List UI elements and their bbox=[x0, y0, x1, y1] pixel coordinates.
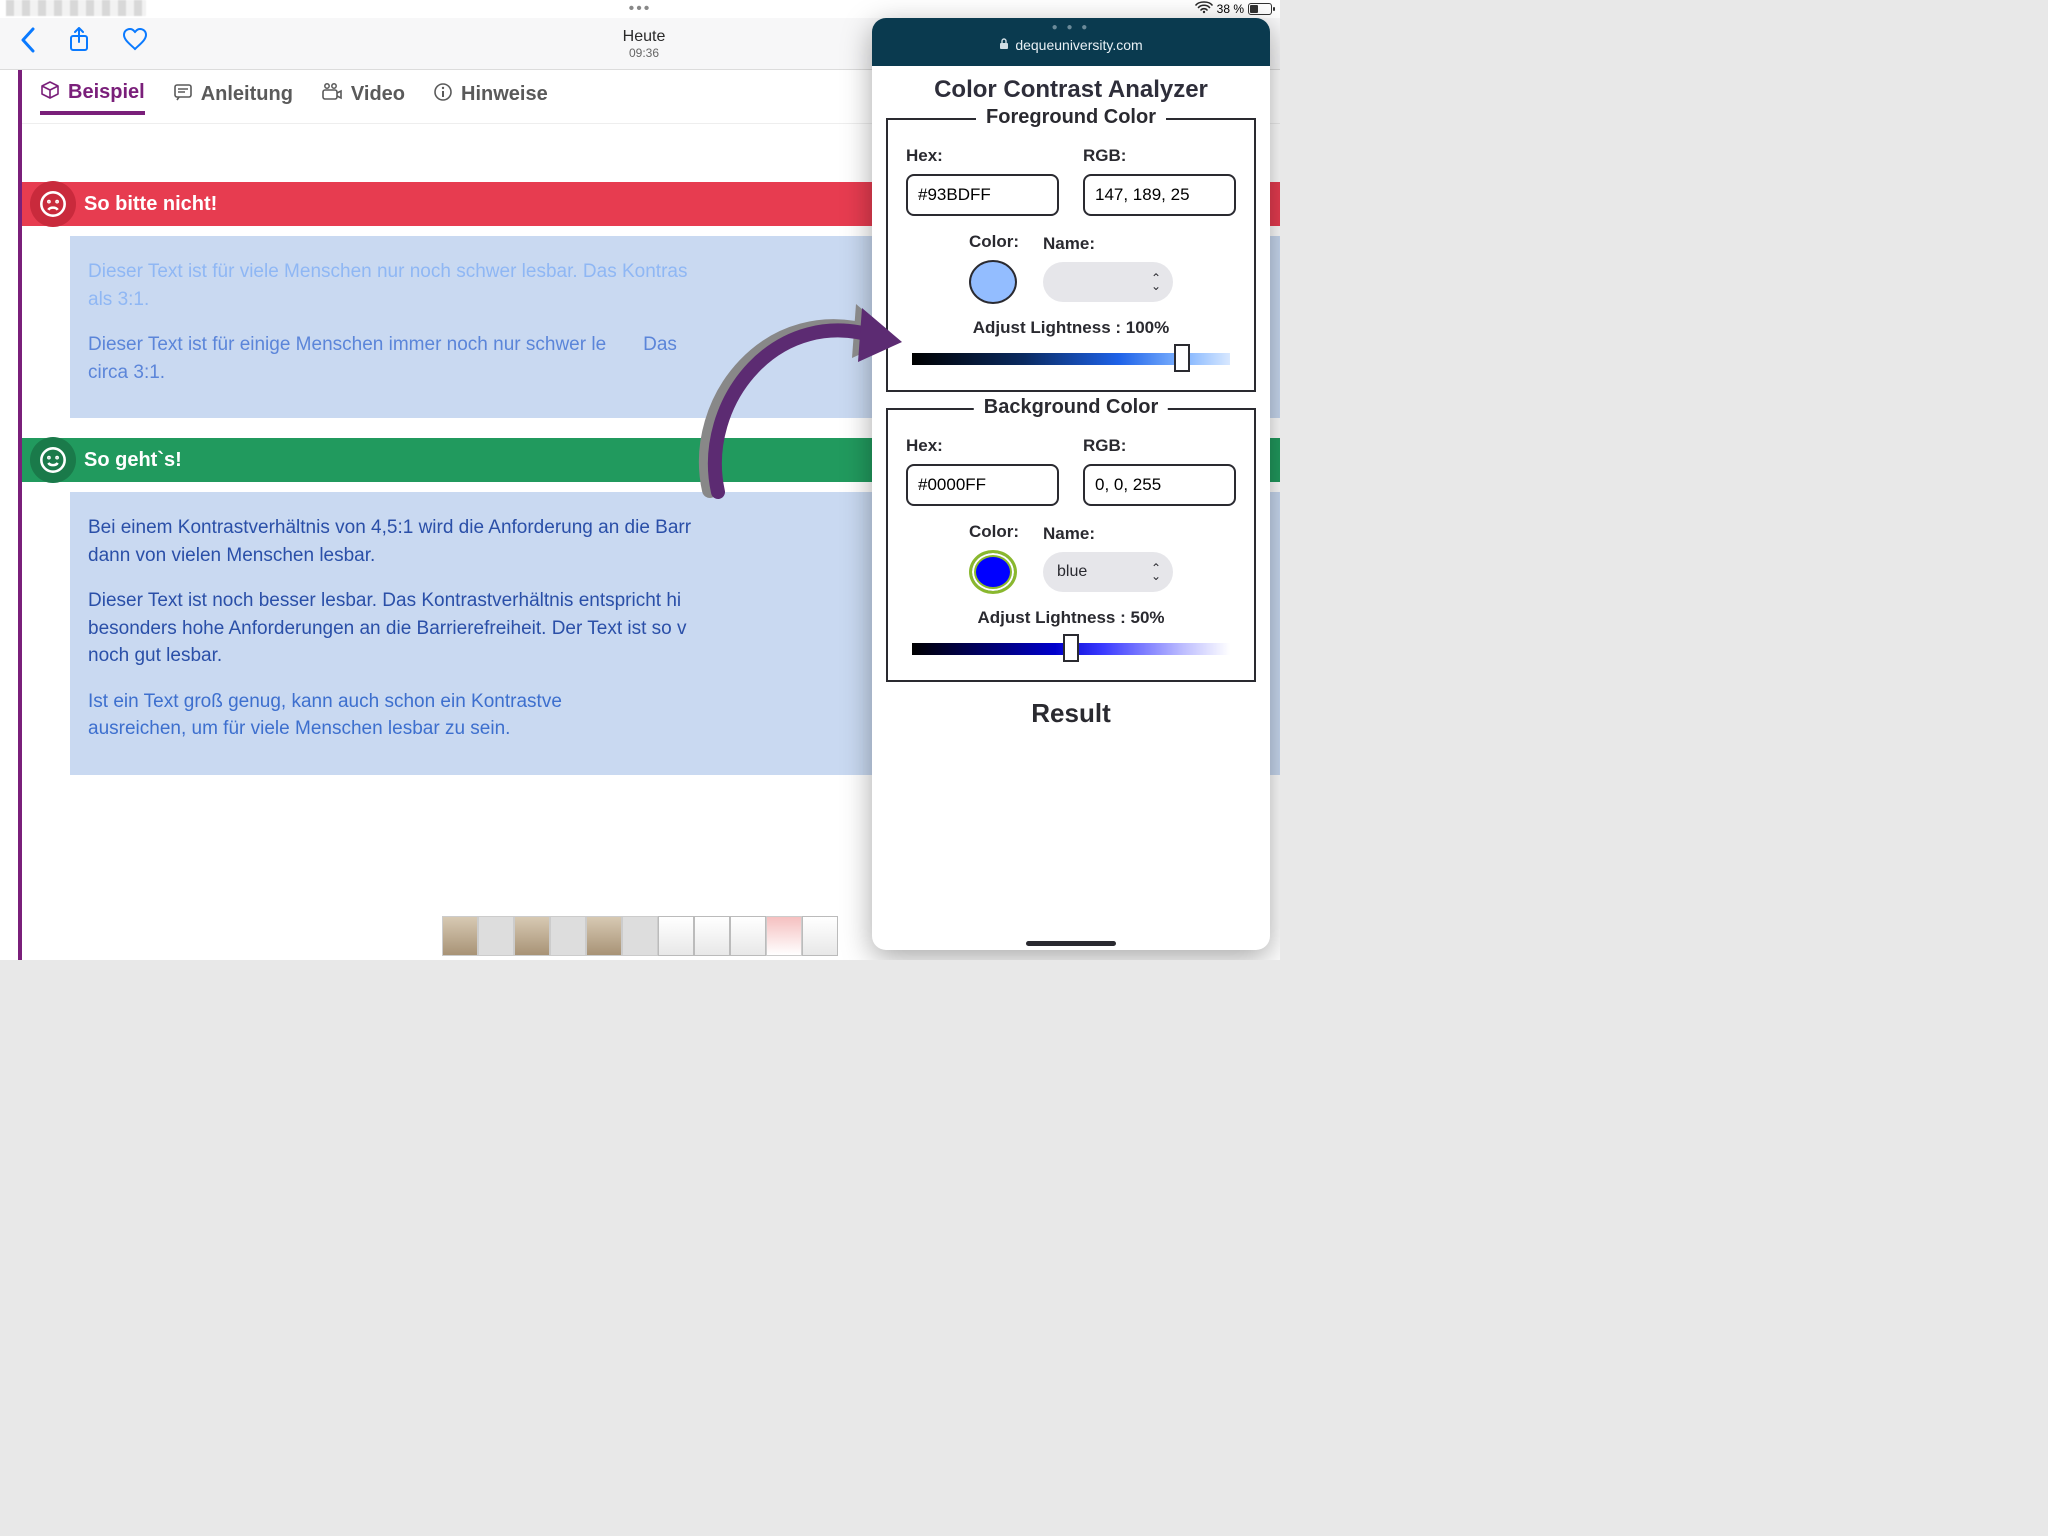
tab-label: Beispiel bbox=[68, 81, 145, 104]
battery-text: 38 % bbox=[1217, 2, 1244, 16]
foreground-section: Foreground Color Hex: RGB: Color: bbox=[886, 118, 1256, 392]
back-button[interactable] bbox=[20, 27, 36, 60]
lock-icon bbox=[999, 38, 1009, 53]
banner-bad-label: So bitte nicht! bbox=[84, 193, 217, 216]
background-section: Background Color Hex: RGB: Color: bbox=[886, 408, 1256, 682]
home-indicator[interactable] bbox=[1026, 941, 1116, 946]
fg-color-swatch[interactable] bbox=[969, 260, 1017, 304]
bg-rgb-input[interactable] bbox=[1083, 464, 1236, 506]
banner-good-label: So geht`s! bbox=[84, 449, 182, 472]
fg-rgb-label: RGB: bbox=[1083, 146, 1236, 166]
favorite-button[interactable] bbox=[122, 28, 148, 59]
tab-label: Video bbox=[351, 83, 405, 106]
tab-beispiel[interactable]: Beispiel bbox=[40, 80, 145, 115]
background-heading: Background Color bbox=[974, 396, 1168, 419]
video-icon bbox=[321, 82, 343, 107]
bg-hex-label: Hex: bbox=[906, 436, 1059, 456]
battery-icon bbox=[1248, 3, 1272, 15]
fg-hex-label: Hex: bbox=[906, 146, 1059, 166]
tab-hinweise[interactable]: Hinweise bbox=[433, 82, 548, 113]
fg-color-label: Color: bbox=[969, 232, 1019, 252]
fg-lightness-slider[interactable] bbox=[912, 348, 1230, 370]
blurred-region bbox=[6, 0, 146, 16]
happy-face-icon bbox=[30, 437, 76, 483]
tab-anleitung[interactable]: Anleitung bbox=[173, 82, 293, 113]
bg-name-select[interactable]: blue ⌃⌄ bbox=[1043, 552, 1173, 592]
fg-hex-input[interactable] bbox=[906, 174, 1059, 216]
share-button[interactable] bbox=[68, 27, 90, 60]
slide-over-panel: ● ● ● dequeuniversity.com Color Contrast… bbox=[872, 18, 1270, 950]
info-icon bbox=[433, 82, 453, 107]
foreground-heading: Foreground Color bbox=[976, 106, 1166, 129]
sad-face-icon bbox=[30, 181, 76, 227]
bg-lightness-slider[interactable] bbox=[912, 638, 1230, 660]
analyzer-title: Color Contrast Analyzer bbox=[886, 76, 1256, 104]
drag-handle-icon[interactable]: ● ● ● bbox=[1052, 22, 1091, 33]
cube-icon bbox=[40, 80, 60, 105]
panel-header: ● ● ● dequeuniversity.com bbox=[872, 18, 1270, 66]
updown-icon: ⌃⌄ bbox=[1151, 564, 1161, 580]
fg-rgb-input[interactable] bbox=[1083, 174, 1236, 216]
result-heading: Result bbox=[886, 698, 1256, 729]
bg-color-label: Color: bbox=[969, 522, 1019, 542]
bg-name-label: Name: bbox=[1043, 524, 1173, 544]
panel-url[interactable]: dequeuniversity.com bbox=[1015, 37, 1142, 53]
multitask-dots: ••• bbox=[188, 0, 1092, 18]
note-icon bbox=[173, 82, 193, 107]
fg-name-select[interactable]: ⌃⌄ bbox=[1043, 262, 1173, 302]
tab-label: Hinweise bbox=[461, 83, 548, 106]
fg-name-label: Name: bbox=[1043, 234, 1173, 254]
bg-rgb-label: RGB: bbox=[1083, 436, 1236, 456]
bg-hex-input[interactable] bbox=[906, 464, 1059, 506]
bg-color-swatch[interactable] bbox=[969, 550, 1017, 594]
fg-lightness-label: Adjust Lightness : 100% bbox=[906, 318, 1236, 338]
updown-icon: ⌃⌄ bbox=[1151, 274, 1161, 290]
status-bar: ••• 38 % bbox=[0, 0, 1280, 18]
wifi-icon bbox=[1195, 1, 1213, 17]
tab-label: Anleitung bbox=[201, 83, 293, 106]
bg-lightness-label: Adjust Lightness : 50% bbox=[906, 608, 1236, 628]
app-dock[interactable] bbox=[442, 916, 838, 960]
tab-video[interactable]: Video bbox=[321, 82, 405, 113]
